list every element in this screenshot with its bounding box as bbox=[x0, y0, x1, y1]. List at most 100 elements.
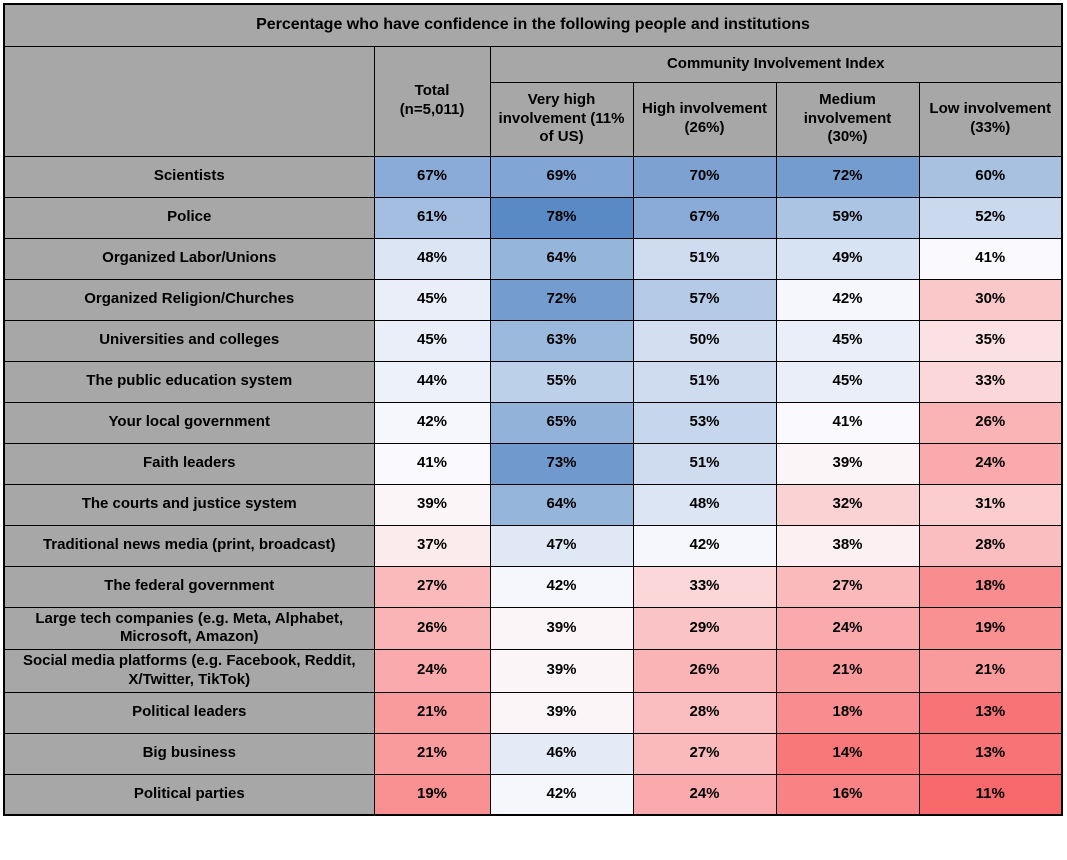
value-cell: 45% bbox=[373, 319, 491, 362]
column-header-high-involvement: High involvement (26%) bbox=[632, 81, 777, 157]
row-label: The federal government bbox=[3, 565, 375, 608]
value-cell: 64% bbox=[489, 237, 634, 280]
value-cell: 42% bbox=[489, 565, 634, 608]
value-cell: 52% bbox=[918, 196, 1063, 239]
value-cell: 24% bbox=[918, 442, 1063, 485]
value-cell: 39% bbox=[489, 606, 634, 650]
value-cell: 47% bbox=[489, 524, 634, 567]
row-label: The public education system bbox=[3, 360, 375, 403]
value-cell: 26% bbox=[918, 401, 1063, 444]
table-row: Organized Religion/Churches 45% 72% 57% 42% 3… bbox=[3, 278, 1063, 321]
value-cell: 27% bbox=[775, 565, 920, 608]
value-cell: 63% bbox=[489, 319, 634, 362]
value-cell: 30% bbox=[918, 278, 1063, 321]
value-cell: 70% bbox=[632, 155, 777, 198]
row-label: Police bbox=[3, 196, 375, 239]
value-cell: 11% bbox=[918, 773, 1063, 816]
table-row: The federal government 27% 42% 33% 27% 18% bbox=[3, 565, 1063, 608]
value-cell: 35% bbox=[918, 319, 1063, 362]
value-cell: 13% bbox=[918, 732, 1063, 775]
value-cell: 72% bbox=[775, 155, 920, 198]
value-cell: 27% bbox=[373, 565, 491, 608]
value-cell: 44% bbox=[373, 360, 491, 403]
value-cell: 39% bbox=[373, 483, 491, 526]
table-row: The public education system 44% 55% 51% 45% 3… bbox=[3, 360, 1063, 403]
table-row: Universities and colleges 45% 63% 50% 45% 35% bbox=[3, 319, 1063, 362]
group-header-row: Total (n=5,011) Community Involvement In… bbox=[3, 45, 1063, 157]
value-cell: 31% bbox=[918, 483, 1063, 526]
value-cell: 67% bbox=[632, 196, 777, 239]
value-cell: 59% bbox=[775, 196, 920, 239]
column-header-very-high-involvement: Very high involvement (11% of US) bbox=[489, 81, 634, 157]
value-cell: 19% bbox=[918, 606, 1063, 650]
value-cell: 42% bbox=[373, 401, 491, 444]
value-cell: 39% bbox=[489, 691, 634, 734]
row-label: Organized Religion/Churches bbox=[3, 278, 375, 321]
value-cell: 33% bbox=[632, 565, 777, 608]
corner-cell bbox=[3, 45, 375, 157]
table-row: Large tech companies (e.g. Meta, Alphabe… bbox=[3, 606, 1063, 650]
value-cell: 51% bbox=[632, 237, 777, 280]
value-cell: 37% bbox=[373, 524, 491, 567]
value-cell: 57% bbox=[632, 278, 777, 321]
value-cell: 13% bbox=[918, 691, 1063, 734]
value-cell: 45% bbox=[775, 360, 920, 403]
table-row: Police 61% 78% 67% 59% 52% bbox=[3, 196, 1063, 239]
value-cell: 51% bbox=[632, 442, 777, 485]
value-cell: 42% bbox=[775, 278, 920, 321]
value-cell: 27% bbox=[632, 732, 777, 775]
row-label: The courts and justice system bbox=[3, 483, 375, 526]
value-cell: 24% bbox=[373, 649, 491, 693]
title-row: Percentage who have confidence in the fo… bbox=[3, 3, 1063, 47]
table-row: Faith leaders 41% 73% 51% 39% 24% bbox=[3, 442, 1063, 485]
confidence-heatmap-table: Percentage who have confidence in the fo… bbox=[3, 3, 1063, 816]
value-cell: 24% bbox=[775, 606, 920, 650]
value-cell: 32% bbox=[775, 483, 920, 526]
value-cell: 26% bbox=[632, 649, 777, 693]
column-group-header: Community Involvement Index bbox=[489, 45, 1063, 83]
value-cell: 24% bbox=[632, 773, 777, 816]
value-cell: 18% bbox=[775, 691, 920, 734]
value-cell: 72% bbox=[489, 278, 634, 321]
value-cell: 45% bbox=[775, 319, 920, 362]
value-cell: 65% bbox=[489, 401, 634, 444]
value-cell: 16% bbox=[775, 773, 920, 816]
value-cell: 38% bbox=[775, 524, 920, 567]
value-cell: 41% bbox=[775, 401, 920, 444]
value-cell: 48% bbox=[632, 483, 777, 526]
table-row: Political parties 19% 42% 24% 16% 11% bbox=[3, 773, 1063, 816]
value-cell: 78% bbox=[489, 196, 634, 239]
value-cell: 42% bbox=[489, 773, 634, 816]
table-row: Social media platforms (e.g. Facebook, R… bbox=[3, 649, 1063, 693]
value-cell: 64% bbox=[489, 483, 634, 526]
table-row: Traditional news media (print, broadcast… bbox=[3, 524, 1063, 567]
column-header-total: Total (n=5,011) bbox=[373, 45, 491, 157]
value-cell: 41% bbox=[373, 442, 491, 485]
value-cell: 33% bbox=[918, 360, 1063, 403]
value-cell: 69% bbox=[489, 155, 634, 198]
table-row: Scientists 67% 69% 70% 72% 60% bbox=[3, 155, 1063, 198]
value-cell: 73% bbox=[489, 442, 634, 485]
value-cell: 21% bbox=[373, 691, 491, 734]
subheader-row: Very high involvement (11% of US) High i… bbox=[4, 81, 1063, 157]
table-row: Big business 21% 46% 27% 14% 13% bbox=[3, 732, 1063, 775]
value-cell: 49% bbox=[775, 237, 920, 280]
row-label: Traditional news media (print, broadcast… bbox=[3, 524, 375, 567]
value-cell: 39% bbox=[775, 442, 920, 485]
value-cell: 39% bbox=[489, 649, 634, 693]
row-label: Big business bbox=[3, 732, 375, 775]
row-label: Universities and colleges bbox=[3, 319, 375, 362]
row-label: Scientists bbox=[3, 155, 375, 198]
value-cell: 14% bbox=[775, 732, 920, 775]
value-cell: 45% bbox=[373, 278, 491, 321]
value-cell: 50% bbox=[632, 319, 777, 362]
row-label: Large tech companies (e.g. Meta, Alphabe… bbox=[3, 606, 375, 650]
value-cell: 29% bbox=[632, 606, 777, 650]
value-cell: 21% bbox=[373, 732, 491, 775]
value-cell: 21% bbox=[918, 649, 1063, 693]
table-row: Organized Labor/Unions 48% 64% 51% 49% 41% bbox=[3, 237, 1063, 280]
row-label: Organized Labor/Unions bbox=[3, 237, 375, 280]
value-cell: 48% bbox=[373, 237, 491, 280]
row-label: Social media platforms (e.g. Facebook, R… bbox=[3, 649, 375, 693]
table-row: Political leaders 21% 39% 28% 18% 13% bbox=[3, 691, 1063, 734]
